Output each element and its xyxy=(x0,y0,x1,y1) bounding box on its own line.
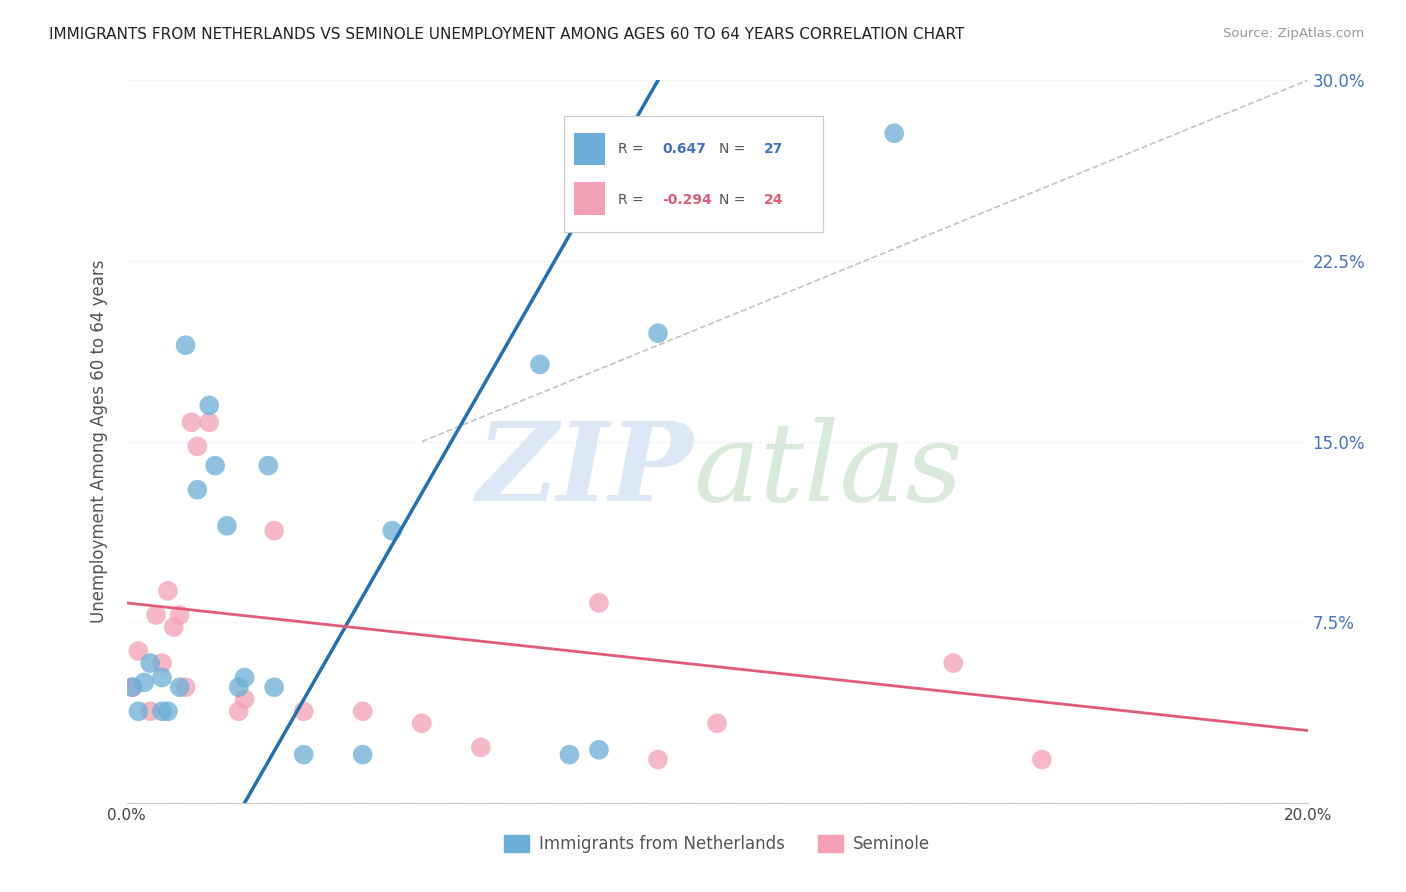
Point xyxy=(150,671,173,685)
Point xyxy=(1031,752,1053,766)
Legend: Immigrants from Netherlands, Seminole: Immigrants from Netherlands, Seminole xyxy=(498,828,936,860)
Point xyxy=(174,680,197,694)
Point xyxy=(352,747,374,762)
Point xyxy=(588,596,610,610)
Point xyxy=(169,607,191,622)
Point xyxy=(156,704,179,718)
Point xyxy=(127,644,149,658)
Point xyxy=(198,398,221,412)
Y-axis label: Unemployment Among Ages 60 to 64 years: Unemployment Among Ages 60 to 64 years xyxy=(90,260,108,624)
Point xyxy=(150,704,173,718)
Point xyxy=(127,704,149,718)
Point xyxy=(381,524,404,538)
Point xyxy=(121,680,143,694)
Point xyxy=(529,358,551,372)
Point xyxy=(150,656,173,670)
Point xyxy=(647,326,669,340)
Point xyxy=(263,524,285,538)
Point xyxy=(204,458,226,473)
Point xyxy=(163,620,186,634)
Point xyxy=(588,743,610,757)
Point xyxy=(706,716,728,731)
Point xyxy=(794,141,817,155)
Point xyxy=(139,704,162,718)
Text: atlas: atlas xyxy=(693,417,963,524)
Point xyxy=(352,704,374,718)
Point xyxy=(156,583,179,598)
Point xyxy=(233,692,256,706)
Text: Source: ZipAtlas.com: Source: ZipAtlas.com xyxy=(1223,27,1364,40)
Point xyxy=(180,415,202,429)
Point xyxy=(121,680,143,694)
Point xyxy=(134,675,156,690)
Point xyxy=(883,126,905,140)
Point xyxy=(257,458,280,473)
Point xyxy=(174,338,197,352)
Point xyxy=(169,680,191,694)
Point xyxy=(186,439,208,453)
Point xyxy=(139,656,162,670)
Text: IMMIGRANTS FROM NETHERLANDS VS SEMINOLE UNEMPLOYMENT AMONG AGES 60 TO 64 YEARS C: IMMIGRANTS FROM NETHERLANDS VS SEMINOLE … xyxy=(49,27,965,42)
Point xyxy=(292,704,315,718)
Point xyxy=(228,704,250,718)
Point xyxy=(263,680,285,694)
Point xyxy=(647,752,669,766)
Point xyxy=(233,671,256,685)
Point xyxy=(198,415,221,429)
Point xyxy=(292,747,315,762)
Point xyxy=(228,680,250,694)
Point xyxy=(706,141,728,155)
Point xyxy=(411,716,433,731)
Text: ZIP: ZIP xyxy=(477,417,693,524)
Point xyxy=(558,747,581,762)
Point xyxy=(145,607,167,622)
Point xyxy=(215,518,238,533)
Point xyxy=(942,656,965,670)
Point xyxy=(186,483,208,497)
Point xyxy=(470,740,492,755)
